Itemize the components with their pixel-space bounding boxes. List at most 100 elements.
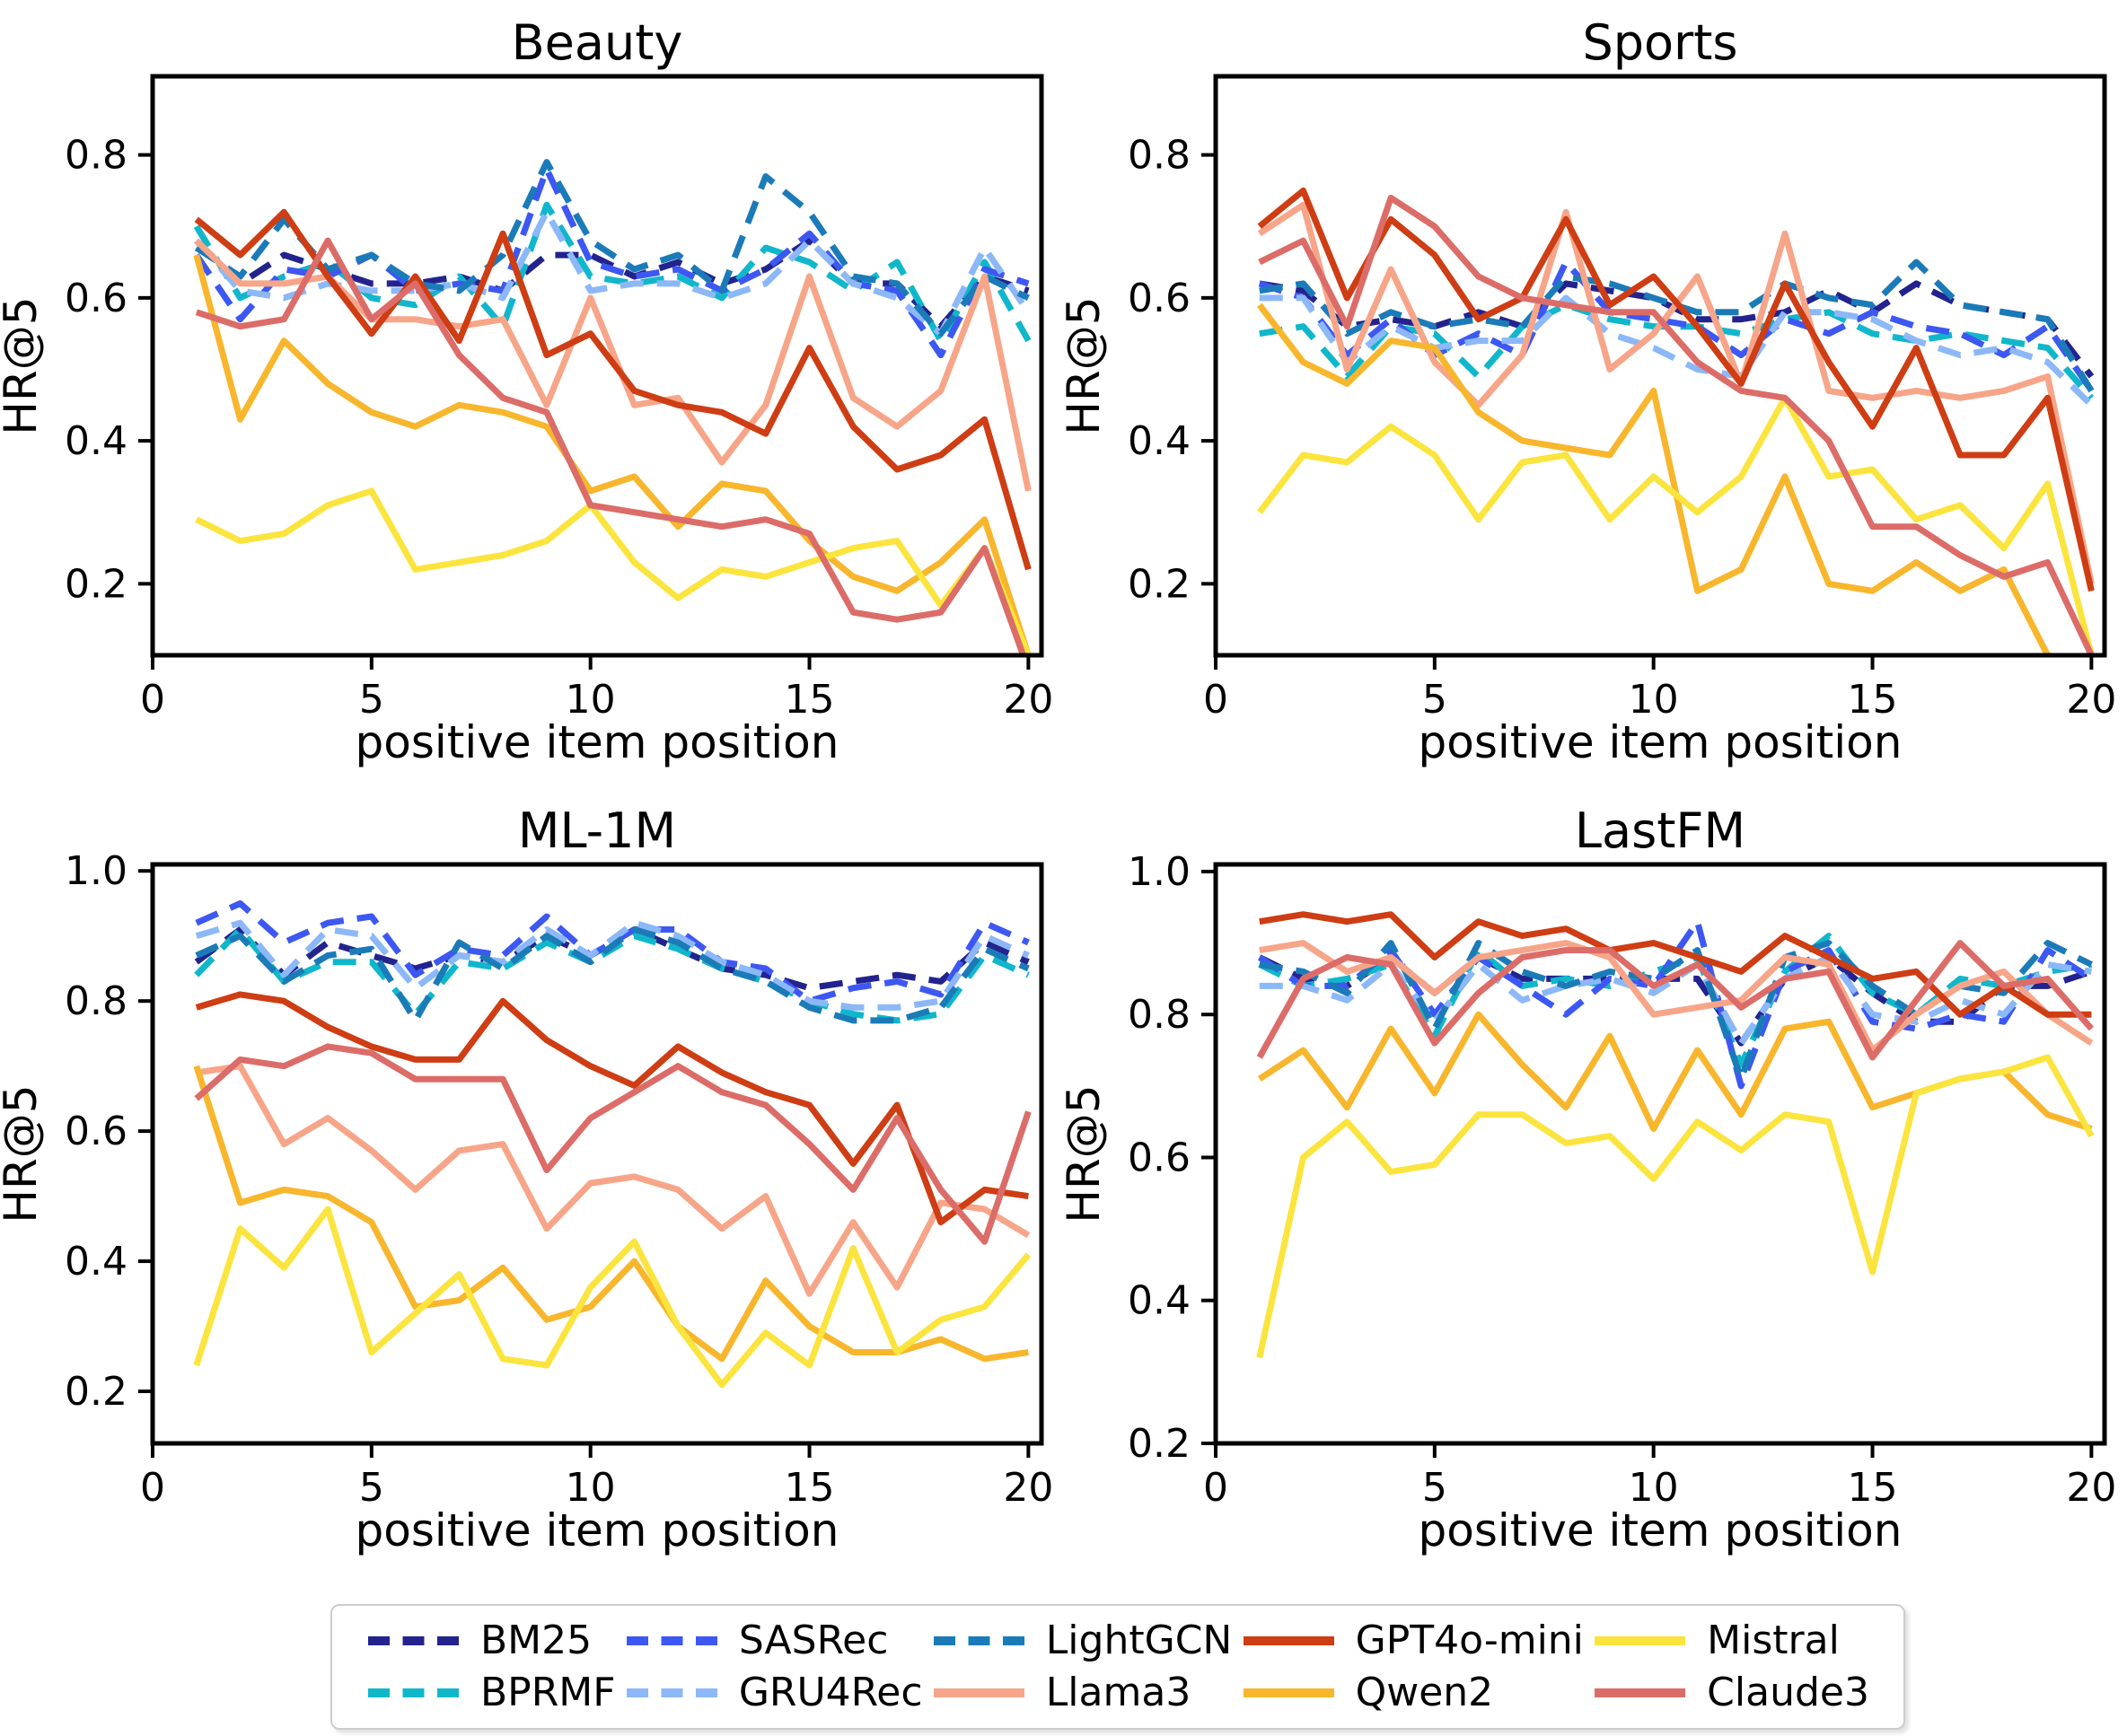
y-tick-label: 0.4 [1128,418,1191,464]
axes-frame [1213,862,2107,1446]
x-tick-label: 20 [2066,1465,2116,1511]
chart-sports-plot: Sports positive item position HR@5 0.2 0.4 0.… [1063,14,2116,768]
series-line-LightGCN [194,159,1030,338]
x-tick-label: 15 [785,1465,835,1511]
series-line-LightGCN [195,926,1030,1024]
legend-label: BM25 [480,1618,593,1663]
legend-label: LightGCN [1045,1618,1233,1663]
legend-item-bm25: BM25 [366,1621,616,1661]
chart-title: ML-1M [518,802,676,859]
x-axis-label: positive item position [356,716,839,768]
plot-area [193,900,1032,1389]
plot-area [1257,187,2095,655]
series-line-GPT4o-mini [1257,187,2095,592]
series-line-BPRMF [193,201,1032,345]
x-tick-label: 10 [566,1465,616,1511]
chart-sports: Sports positive item position HR@5 0.2 0.4 0.… [1063,0,2127,772]
series-line-Llama3 [196,1063,1031,1297]
x-axis-label: positive item position [1419,716,1903,768]
legend-swatch-llama3 [933,1688,1024,1697]
x-tick-label: 20 [1003,1465,1053,1511]
y-tick-label: 0.4 [65,418,127,464]
legend-swatch-gru4rec [626,1688,717,1697]
x-tick-label: 15 [1848,1465,1898,1511]
legend-column: Mistral Claude3 [1593,1621,1869,1713]
y-axis-label: HR@5 [0,296,47,434]
y-tick-label: 0.8 [1128,133,1191,179]
chart-beauty-plot: Beauty positive item position HR@5 0.2 0.4 0.… [0,14,1053,768]
legend-item-claude3: Claude3 [1593,1673,1869,1713]
x-tick-label: 5 [1422,1465,1447,1511]
legend-label: Qwen2 [1355,1670,1494,1715]
chart-title: Sports [1582,14,1737,71]
legend-column: BM25 BPRMF [366,1621,616,1713]
series-line-LightGCN [1259,259,2095,393]
legend-label: Llama3 [1045,1670,1191,1715]
legend-item-sasrec: SASRec [625,1621,923,1661]
y-tick-label: 0.4 [1128,1278,1191,1324]
series-line-Mistral [195,487,1032,655]
x-tick-label: 0 [140,1465,165,1511]
series-line-Mistral [1257,394,2095,655]
series-line-Mistral [1256,1054,2095,1359]
plot-area [193,159,1032,655]
legend-label: SASRec [738,1618,889,1663]
y-tick-label: 0.2 [1128,561,1191,607]
y-axis-label: HR@5 [1063,296,1110,434]
legend-swatch-bprmf [368,1688,459,1697]
legend-swatch-lightgcn [933,1636,1024,1645]
y-axis-label: HR@5 [1063,1084,1110,1223]
series-line-Mistral [193,1206,1032,1389]
y-tick-label: 0.6 [1128,276,1191,321]
series-line-Llama3 [1259,940,2094,1054]
y-tick-label: 0.6 [65,276,127,321]
legend-column: LightGCN Llama3 [932,1618,1233,1713]
legend-column: SASRec GRU4Rec [625,1621,923,1713]
x-tick-label: 0 [1203,677,1228,723]
y-tick-label: 0.2 [65,1369,127,1415]
y-tick-label: 0.2 [65,561,127,607]
series-line-SASRec [195,900,1030,1004]
x-tick-label: 0 [140,677,165,723]
series-line-Claude3 [1258,194,2095,655]
legend-swatch-claude3 [1595,1688,1686,1697]
series-line-SASRec [1258,259,2095,393]
legend-column: GPT4o-mini Qwen2 [1242,1621,1584,1713]
y-tick-label: 0.4 [65,1239,127,1284]
chart-title: LastFM [1575,802,1745,859]
x-tick-label: 20 [2066,677,2116,723]
y-tick-label: 0.2 [1128,1421,1191,1467]
series-line-LightGCN [1259,940,2093,1083]
plot-area [1256,911,2095,1359]
legend-item-llama3: Llama3 [932,1673,1233,1713]
axes-frame [150,862,1044,1446]
y-tick-label: 0.8 [1128,992,1191,1038]
x-axis-label: positive item position [1419,1504,1903,1556]
legend-item-gru4rec: GRU4Rec [625,1673,923,1713]
chart-lastfm-plot: LastFM positive item position HR@5 0.2 0.4 0.… [1063,802,2116,1556]
legend-item-lightgcn: LightGCN [932,1618,1233,1663]
series-line-SASRec [193,166,1030,359]
x-tick-label: 0 [1203,1465,1228,1511]
y-tick-label: 0.6 [1128,1135,1191,1180]
legend-label: GRU4Rec [738,1670,923,1715]
x-tick-label: 10 [1629,677,1679,723]
y-tick-label: 0.8 [65,978,127,1024]
legend-item-mistral: Mistral [1593,1621,1869,1661]
series-line-GRU4Rec [1259,294,2094,408]
y-tick-label: 0.8 [65,133,127,179]
legend-swatch-sasrec [626,1636,717,1645]
legend-swatch-gpt4o-mini [1243,1636,1334,1645]
y-tick-label: 1.0 [65,848,127,894]
legend-item-gpt4o-mini: GPT4o-mini [1242,1621,1584,1661]
x-tick-label: 15 [1848,677,1898,723]
legend-swatch-mistral [1595,1636,1686,1645]
chart-title: Beauty [512,14,683,71]
x-axis-label: positive item position [356,1504,839,1556]
chart-lastfm: LastFM positive item position HR@5 0.2 0.4 0.… [1063,788,2127,1560]
legend-item-bprmf: BPRMF [366,1673,616,1713]
x-tick-label: 5 [359,1465,384,1511]
legend-label: Claude3 [1707,1670,1869,1715]
legend: BM25 BPRMF SASRec GRU4Rec LightGCN [330,1604,1905,1730]
